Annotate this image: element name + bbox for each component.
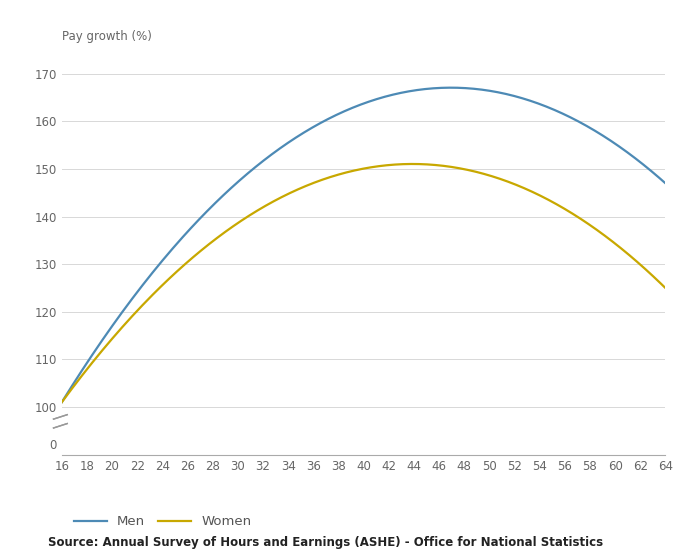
Text: Pay growth (%): Pay growth (%) xyxy=(62,29,152,43)
Legend: Men, Women: Men, Women xyxy=(69,510,257,533)
Text: Source: Annual Survey of Hours and Earnings (ASHE) - Office for National Statist: Source: Annual Survey of Hours and Earni… xyxy=(48,537,603,549)
